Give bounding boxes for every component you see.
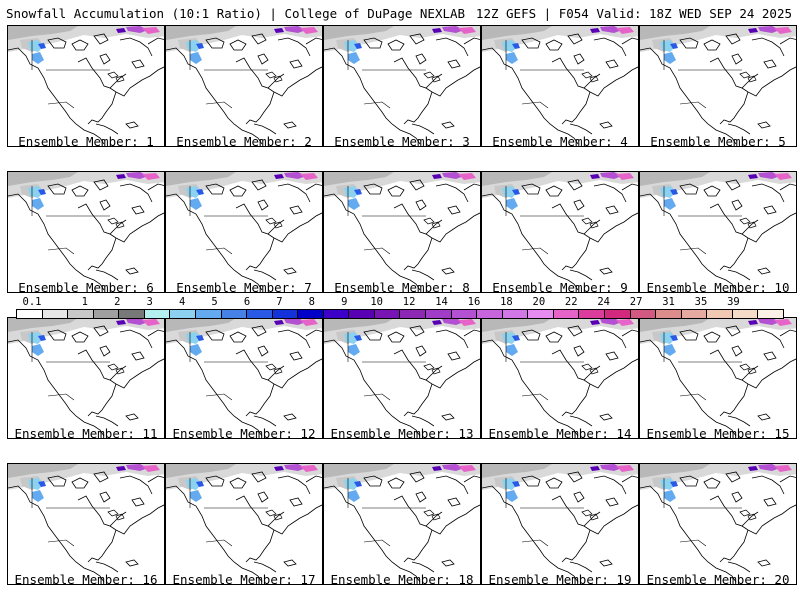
ensemble-member-label: Ensemble Member: 5	[650, 134, 786, 149]
ensemble-member-label: Ensemble Member: 7	[176, 280, 312, 295]
ensemble-member-label: Ensemble Member: 13	[330, 426, 474, 441]
ensemble-member-map	[7, 463, 165, 585]
snowfall-color-legend	[16, 309, 784, 319]
ensemble-member-label: Ensemble Member: 14	[488, 426, 632, 441]
legend-tick-label: 0.1	[22, 296, 42, 308]
legend-color-swatch	[17, 310, 43, 318]
ensemble-member-map	[165, 463, 323, 585]
ensemble-member-label: Ensemble Member: 9	[492, 280, 628, 295]
ensemble-member-label: Ensemble Member: 2	[176, 134, 312, 149]
legend-color-swatch	[758, 310, 783, 318]
ensemble-member-label: Ensemble Member: 6	[18, 280, 154, 295]
ensemble-member-label: Ensemble Member: 18	[330, 572, 474, 587]
legend-color-swatch	[426, 310, 452, 318]
ensemble-member-label: Ensemble Member: 15	[646, 426, 790, 441]
ensemble-member-label: Ensemble Member: 16	[14, 572, 158, 587]
ensemble-member-label: Ensemble Member: 10	[646, 280, 790, 295]
ensemble-member-label: Ensemble Member: 1	[18, 134, 154, 149]
ensemble-member-map	[323, 317, 481, 439]
legend-tick-label: 7	[276, 296, 283, 308]
legend-tick-label: 18	[500, 296, 513, 308]
legend-color-swatch	[349, 310, 375, 318]
ensemble-member-map	[481, 463, 639, 585]
ensemble-member-map	[481, 25, 639, 147]
ensemble-member-map	[323, 25, 481, 147]
legend-tick-label: 10	[370, 296, 384, 308]
legend-color-swatch	[707, 310, 733, 318]
legend-color-swatch	[502, 310, 529, 318]
legend-tick-label: 35	[694, 296, 708, 308]
legend-color-swatch	[323, 310, 350, 318]
legend-color-swatch	[528, 310, 554, 318]
legend-color-swatch	[93, 310, 120, 318]
ensemble-member-label: Ensemble Member: 12	[172, 426, 316, 441]
legend-tick-label: 24	[597, 296, 611, 308]
legend-color-swatch	[477, 310, 503, 318]
legend-color-swatch	[144, 310, 171, 318]
legend-tick-label: 27	[629, 296, 643, 308]
legend-tick-label: 31	[662, 296, 675, 308]
legend-color-swatch	[374, 310, 401, 318]
legend-color-swatch	[272, 310, 299, 318]
ensemble-member-map	[639, 25, 797, 147]
ensemble-member-map	[165, 25, 323, 147]
ensemble-member-map	[639, 171, 797, 293]
legend-tick-label: 8	[308, 296, 316, 308]
legend-tick-labels: 0.1 1 2 3 4 5 6 7 8 9 10 12 14 16 18 20 22 24 27 31 35 39	[16, 296, 784, 308]
legend-color-swatch	[195, 310, 222, 318]
ensemble-member-map	[7, 171, 165, 293]
ensemble-member-label: Ensemble Member: 19	[488, 572, 632, 587]
ensemble-member-label: Ensemble Member: 17	[172, 572, 316, 587]
legend-tick-label: 6	[243, 296, 251, 308]
run-valid-time: 12Z GEFS | F054 Valid: 18Z WED SEP 24 20…	[475, 6, 792, 21]
legend-tick-label: 16	[467, 296, 481, 308]
ensemble-member-label: Ensemble Member: 4	[492, 134, 628, 149]
ensemble-member-map	[323, 171, 481, 293]
legend-color-swatch	[604, 310, 631, 318]
legend-tick-label: 1	[81, 296, 89, 308]
ensemble-member-map	[639, 317, 797, 439]
ensemble-member-map	[639, 463, 797, 585]
ensemble-member-label: Ensemble Member: 3	[334, 134, 470, 149]
ensemble-member-map	[323, 463, 481, 585]
legend-tick-label: 3	[146, 296, 153, 308]
legend-tick-label: 39	[727, 296, 740, 308]
legend-tick-label: 9	[341, 296, 348, 308]
legend-tick-label: 5	[211, 296, 218, 308]
ensemble-member-map	[7, 317, 165, 439]
legend-color-swatch	[119, 310, 145, 318]
legend-color-swatch	[42, 310, 69, 318]
ensemble-member-map	[165, 317, 323, 439]
legend-color-swatch	[298, 310, 324, 318]
legend-color-swatch	[68, 310, 94, 318]
legend-color-swatch	[732, 310, 759, 318]
legend-tick-label: 20	[532, 296, 546, 308]
legend-tick-label: 4	[178, 296, 186, 308]
legend-tick-label: 14	[435, 296, 448, 308]
legend-color-swatch	[579, 310, 605, 318]
ensemble-member-map	[481, 317, 639, 439]
ensemble-member-map	[7, 25, 165, 147]
ensemble-member-label: Ensemble Member: 8	[334, 280, 470, 295]
legend-color-swatch	[656, 310, 682, 318]
ensemble-member-map	[165, 171, 323, 293]
legend-color-swatch	[553, 310, 580, 318]
ensemble-member-label: Ensemble Member: 20	[646, 572, 790, 587]
ensemble-member-map	[481, 171, 639, 293]
legend-color-swatch	[681, 310, 708, 318]
legend-tick-label: 22	[564, 296, 578, 308]
legend-tick-label: 2	[114, 296, 121, 308]
legend-color-swatch	[451, 310, 478, 318]
legend-tick-label: 12	[402, 296, 416, 308]
ensemble-member-label: Ensemble Member: 11	[14, 426, 158, 441]
map-title: Snowfall Accumulation (10:1 Ratio) | Col…	[6, 6, 466, 21]
legend-color-swatch	[247, 310, 273, 318]
legend-color-swatch	[221, 310, 248, 318]
legend-color-swatch	[400, 310, 426, 318]
legend-color-swatch	[630, 310, 657, 318]
legend-color-swatch	[170, 310, 196, 318]
